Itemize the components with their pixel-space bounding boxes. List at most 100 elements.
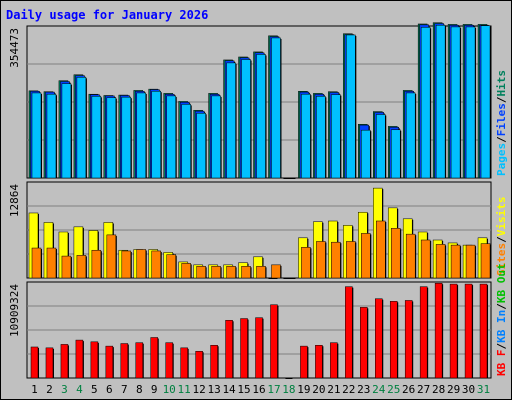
x-tick-label: 27 — [417, 383, 430, 396]
x-tick-label: 21 — [327, 383, 340, 396]
bar-kb-f — [479, 283, 488, 379]
bar-sites — [181, 263, 191, 279]
x-tick-label: 30 — [462, 383, 475, 396]
bar-sites — [196, 266, 206, 279]
bar-kb-f — [210, 345, 218, 379]
bar-pages — [91, 96, 102, 179]
legend: Sites/Visits — [495, 197, 508, 277]
bar-kb-f — [330, 342, 338, 379]
bar-kb-f — [135, 342, 144, 379]
x-tick-label: 9 — [151, 383, 158, 396]
bar-sites — [390, 228, 401, 279]
bar-pages — [331, 94, 341, 179]
y-max-label: 12864 — [8, 184, 21, 217]
bar-kb-f — [389, 301, 398, 379]
bar-sites — [31, 247, 42, 279]
bar-pages — [211, 95, 221, 179]
x-tick-label: 12 — [193, 383, 206, 396]
bar-kb-f — [375, 298, 383, 379]
bar-pages — [390, 129, 401, 179]
bar-pages — [46, 93, 57, 179]
bar-sites — [405, 233, 416, 279]
bar-pages — [166, 95, 176, 179]
bar-pages — [181, 104, 191, 179]
legend-entry: Hits — [495, 70, 508, 97]
bar-sites — [151, 250, 161, 279]
bar-pages — [241, 59, 251, 179]
bar-sites — [256, 266, 266, 279]
bar-kb-f — [270, 304, 278, 379]
chart-title: Daily usage for January 2026 — [6, 8, 208, 22]
kbytes-panel: 10909324 KB F/KB In/KB Out — [8, 263, 508, 379]
bar-sites — [465, 244, 476, 279]
bar-sites — [241, 266, 251, 279]
bar-kb-f — [404, 300, 413, 379]
bar-kb-f — [225, 320, 233, 379]
legend-entry: Visits — [495, 197, 508, 237]
bar-pages — [420, 27, 431, 179]
x-tick-label: 7 — [121, 383, 128, 396]
bar-kb-f — [449, 283, 458, 379]
bar-sites — [361, 233, 371, 279]
bar-pages — [301, 93, 311, 179]
x-tick-label: 10 — [163, 383, 176, 396]
bar-pages — [346, 34, 356, 179]
x-tick-label: 29 — [447, 383, 460, 396]
bar-sites — [331, 241, 341, 279]
y-max-label: 10909324 — [8, 284, 21, 337]
bar-sites — [91, 249, 102, 279]
bar-kb-f — [464, 283, 473, 379]
bar-pages — [151, 91, 161, 179]
x-tick-label: 22 — [342, 383, 355, 396]
x-tick-label: 4 — [76, 383, 83, 396]
bar-sites — [46, 247, 57, 279]
bar-kb-f — [285, 378, 293, 379]
bar-pages — [376, 114, 386, 179]
bar-kb-f — [120, 343, 129, 379]
bar-kb-f — [315, 345, 323, 379]
bar-pages — [286, 178, 296, 179]
x-tick-label: 1 — [31, 383, 38, 396]
bar-sites — [286, 278, 296, 279]
legend-entry: KB F — [495, 350, 508, 377]
bar-kb-f — [165, 342, 173, 379]
bar-kb-f — [180, 347, 188, 379]
bar-sites — [450, 244, 461, 279]
legend-entry: KB In — [495, 310, 508, 343]
legend: Pages/Files/Hits — [495, 70, 508, 176]
bar-pages — [450, 26, 461, 179]
legend-entry: / — [495, 236, 508, 243]
bar-sites — [166, 254, 176, 279]
bar-sites — [301, 247, 311, 279]
bar-pages — [480, 25, 491, 179]
x-tick-label: 6 — [106, 383, 113, 396]
x-tick-label: 2 — [46, 383, 53, 396]
x-tick-label: 15 — [237, 383, 250, 396]
bar-kb-f — [240, 318, 248, 379]
bar-sites — [420, 239, 431, 279]
x-tick-label: 16 — [252, 383, 265, 396]
x-tick-label: 31 — [477, 383, 490, 396]
bar-pages — [405, 92, 416, 179]
bar-pages — [121, 96, 132, 179]
x-tick-label: 28 — [432, 383, 445, 396]
bar-kb-f — [345, 286, 353, 379]
x-tick-label: 11 — [178, 383, 191, 396]
legend: KB F/KB In/KB Out — [495, 263, 508, 376]
bar-pages — [136, 92, 147, 179]
x-tick-label: 23 — [357, 383, 370, 396]
bar-kb-f — [360, 307, 368, 379]
legend-entry: / — [495, 343, 508, 350]
x-tick-label: 24 — [372, 383, 386, 396]
bar-kb-f — [75, 339, 84, 379]
x-tick-label: 26 — [402, 383, 415, 396]
visits-panel: 12864 Sites/Visits — [8, 181, 508, 279]
bar-pages — [106, 97, 117, 179]
bar-kb-f — [150, 337, 158, 379]
x-tick-label: 20 — [312, 383, 325, 396]
legend-entry: / — [495, 136, 508, 143]
x-tick-label: 8 — [136, 383, 143, 396]
bar-sites — [136, 249, 147, 279]
